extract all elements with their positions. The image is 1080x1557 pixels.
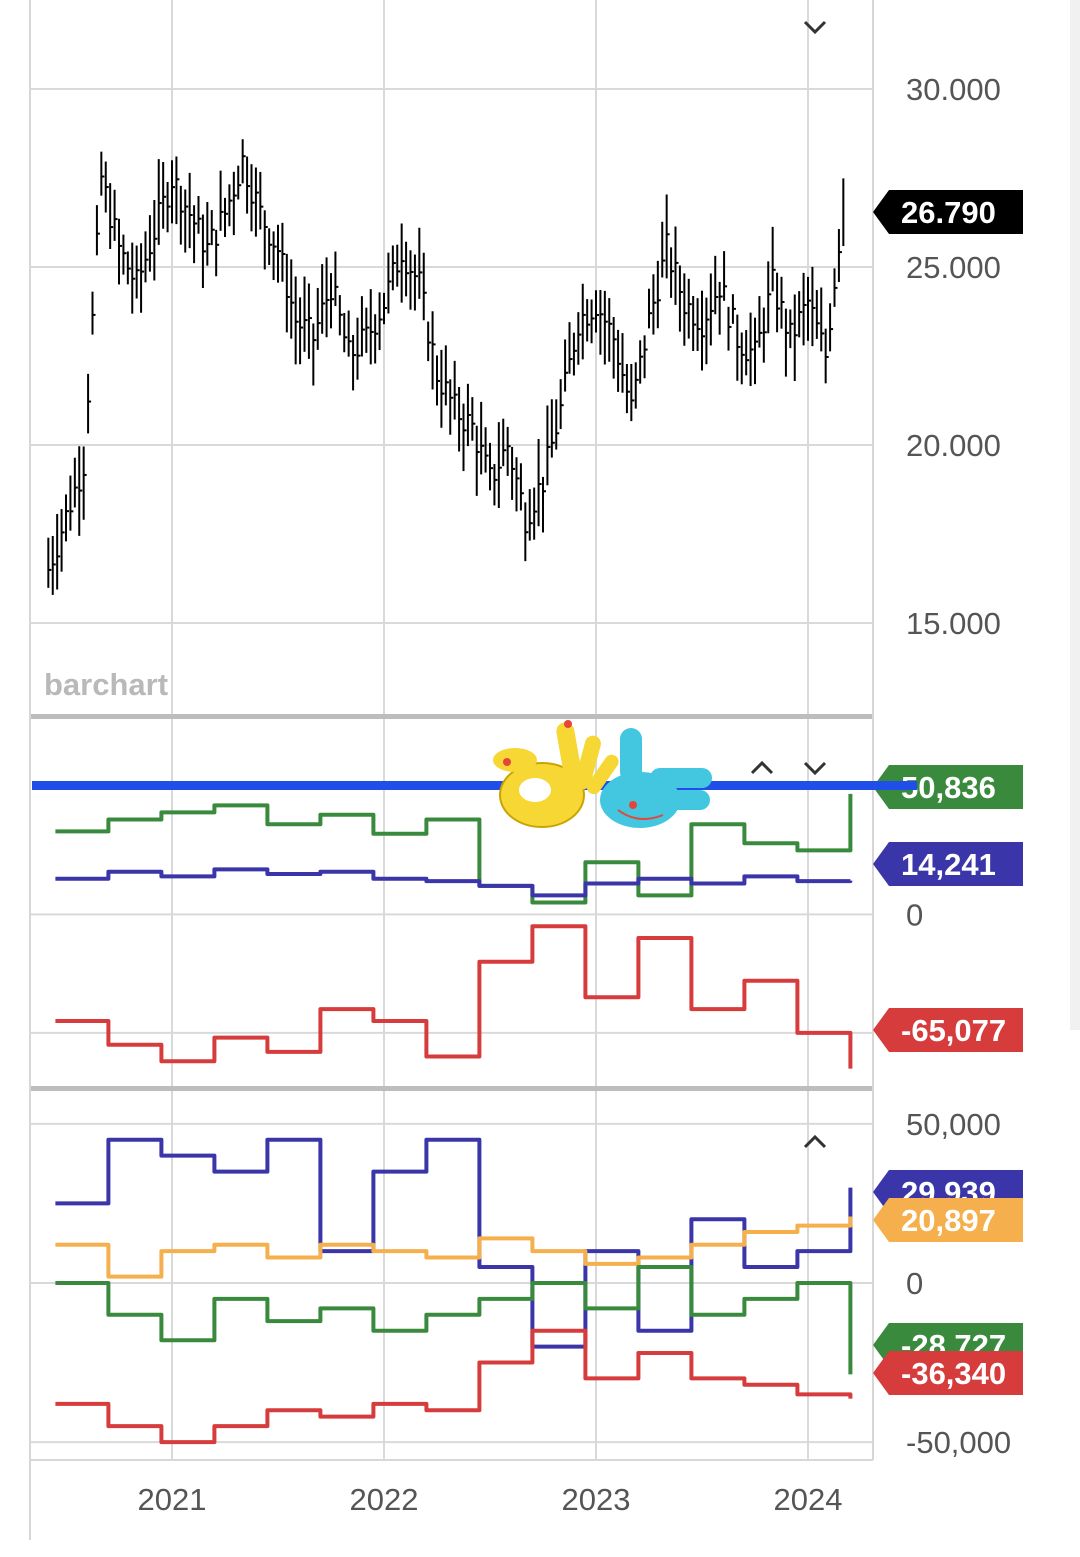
badge-shape	[873, 842, 1023, 886]
chevron-up-icon[interactable]	[803, 1134, 827, 1149]
value-badge: 20,897	[873, 1198, 1023, 1242]
y-tick-label: 30.000	[906, 72, 1001, 107]
badge-shape	[873, 1008, 1023, 1052]
badge-label: -36,340	[901, 1356, 1006, 1391]
panel-separator-bottom[interactable]	[30, 1086, 873, 1091]
y-tick-label: -50,000	[906, 1425, 1011, 1460]
badge-label: 20,897	[901, 1203, 996, 1238]
badge-label: 14,241	[901, 847, 996, 882]
y-tick-label: 0	[906, 1266, 923, 1301]
badge-label: -65,077	[901, 1013, 1006, 1048]
annotation-blue-line	[32, 781, 917, 790]
x-tick-label: 2021	[138, 1482, 207, 1517]
y-tick-label: 25.000	[906, 250, 1001, 285]
badge-shape	[873, 765, 1023, 809]
middle-panel-lines	[55, 793, 853, 1069]
y-tick-label: 20.000	[906, 428, 1001, 463]
bottom-panel-lines	[55, 1137, 853, 1445]
panel-separator-top[interactable]	[30, 714, 873, 719]
badge-shape	[873, 190, 1023, 234]
series-line	[55, 924, 853, 1069]
chevron-up-icon[interactable]	[750, 760, 774, 775]
series-line	[55, 1265, 853, 1375]
y-tick-label: 50,000	[906, 1107, 1001, 1142]
x-tick-label: 2024	[774, 1482, 843, 1517]
y-tick-label: 0	[906, 897, 923, 932]
right-edge-scrollbar[interactable]	[1070, 0, 1080, 1030]
value-badge: -65,077	[873, 1008, 1023, 1052]
value-badge: 26.790	[873, 190, 1023, 234]
series-line	[55, 1216, 853, 1279]
x-tick-label: 2022	[350, 1482, 419, 1517]
chevron-down-icon[interactable]	[803, 20, 827, 35]
series-line	[55, 1137, 853, 1349]
price-ohlc-bars	[47, 139, 845, 595]
value-badge: -36,340	[873, 1351, 1023, 1395]
series-line	[55, 1328, 853, 1445]
chevron-down-icon[interactable]	[803, 761, 827, 776]
ok-hand-sticker-icon	[493, 720, 619, 828]
barchart-logo: barchart	[44, 667, 168, 702]
value-badge: 14,241	[873, 842, 1023, 886]
hand-sticker-icon	[600, 728, 712, 828]
value-badges: 26.79050,83614,241-65,07729,93920,897-28…	[873, 190, 1023, 1395]
grid-lines	[30, 0, 873, 1460]
badge-shape	[873, 1351, 1023, 1395]
badge-shape	[873, 1198, 1023, 1242]
x-tick-label: 2023	[562, 1482, 631, 1517]
badge-label: 26.790	[901, 195, 996, 230]
series-line	[55, 793, 853, 905]
series-line	[55, 867, 853, 898]
y-tick-label: 15.000	[906, 606, 1001, 641]
